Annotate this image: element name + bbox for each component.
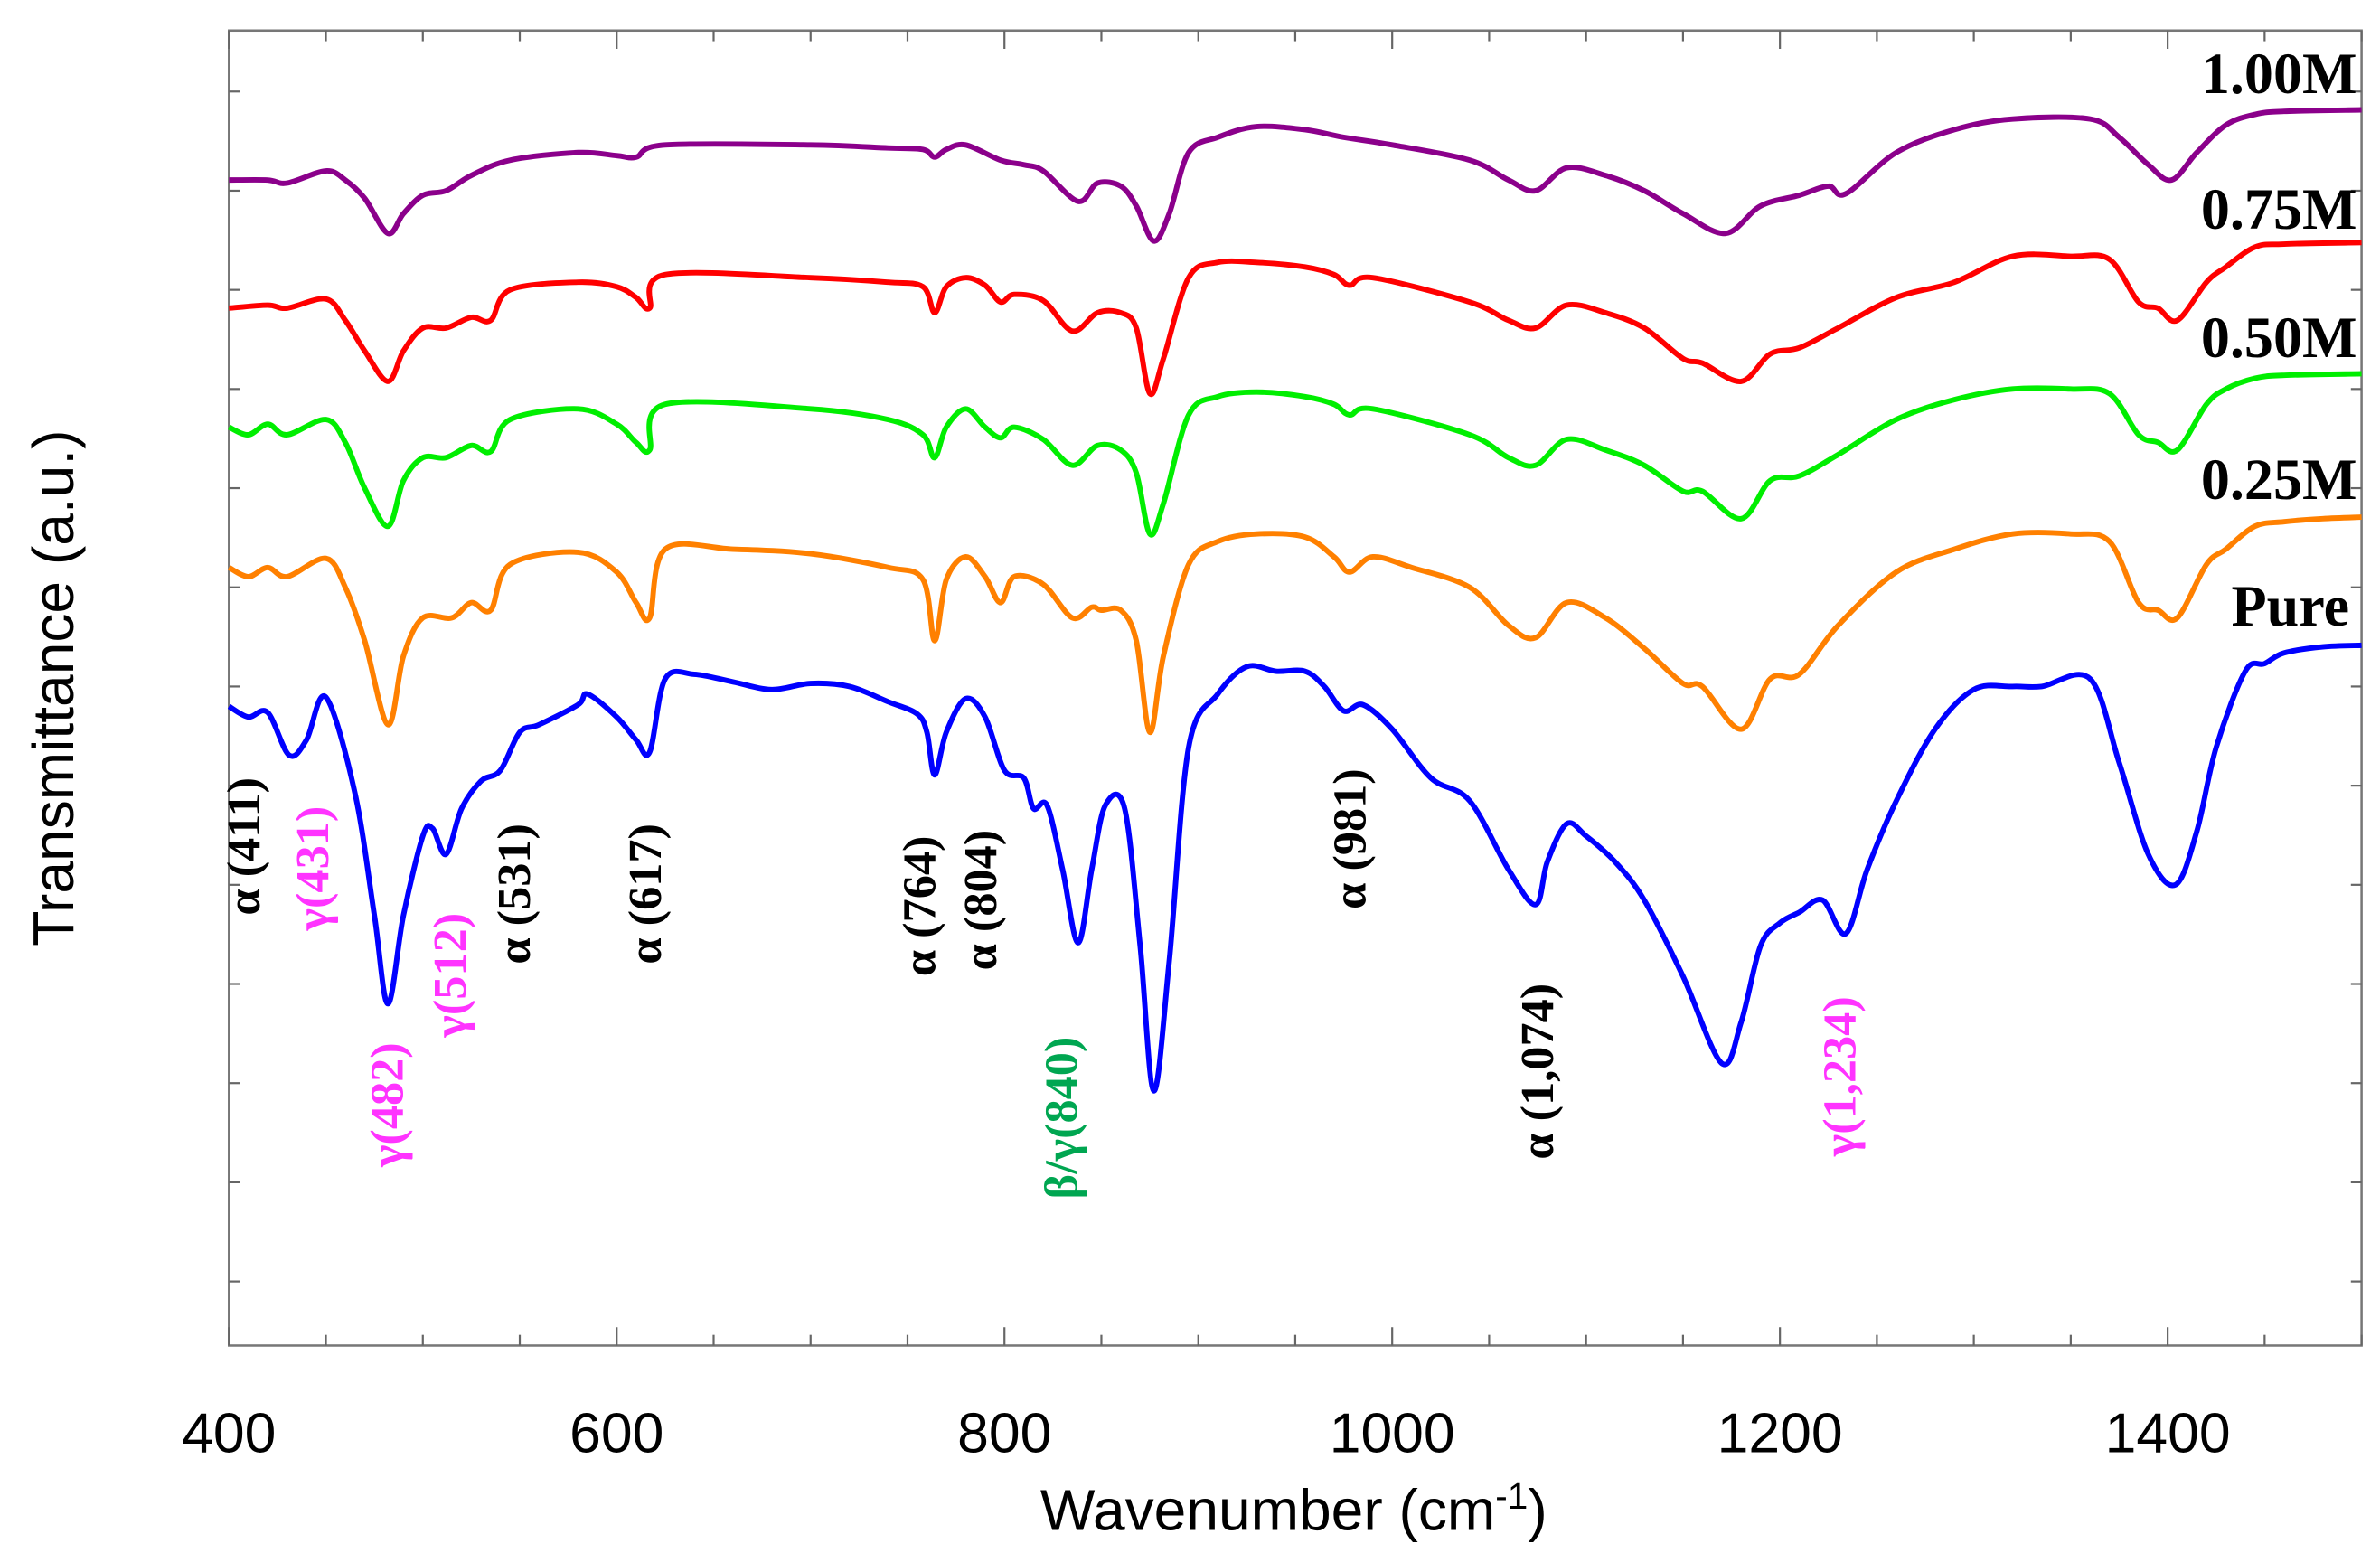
x-tick-label: 400 [182, 1402, 276, 1465]
peak-annotation: α (617) [619, 824, 672, 965]
series-line-Pure [227, 642, 2362, 1094]
peak-annotations: α (411) γ(431) γ(482)γ(512)α (531) α (617) α… [218, 768, 1866, 1199]
series-label-0_50M: 0.50M [2201, 306, 2357, 370]
x-tick-label: 1000 [1330, 1402, 1455, 1465]
axis-ticks [228, 30, 2363, 1346]
peak-annotation: α (1,074) [1511, 984, 1564, 1160]
peak-annotation: α (981) [1324, 768, 1377, 909]
series-label-1_00M: 1.00M [2201, 42, 2357, 106]
y-axis-title: Transmittance (a.u.) [21, 430, 86, 946]
x-tick-label: 1200 [1717, 1402, 1843, 1465]
series-line-1_00M [229, 107, 2362, 244]
series-line-0_50M [228, 371, 2362, 538]
x-tick-labels: 400 600 800 1000 1200 1400 [182, 1402, 2230, 1465]
x-tick-label: 1400 [2105, 1402, 2231, 1465]
x-tick-label: 800 [957, 1402, 1051, 1465]
series-label-Pure: Pure [2232, 574, 2350, 638]
peak-annotation: γ(431) [287, 806, 339, 932]
x-axis-title: Wavenumber (cm-1) [1040, 1475, 1547, 1543]
peak-annotation: α (804) [955, 830, 1007, 971]
peak-annotation: γ(1,234) [1813, 996, 1866, 1157]
peak-annotation: β/γ(840) [1036, 1037, 1088, 1200]
peak-annotation: α (411) [218, 777, 270, 916]
spectra [227, 107, 2362, 1094]
peak-annotation: γ(482) [362, 1042, 414, 1168]
peak-annotation: α (531) [488, 824, 541, 965]
peak-annotation: γ(512) [424, 913, 476, 1039]
x-tick-label: 600 [569, 1402, 663, 1465]
series-labels: Pure 0.25M 0.50M 0.75M 1.00M [2201, 42, 2357, 638]
series-line-0_25M [227, 514, 2362, 736]
peak-annotation: α (764) [894, 836, 946, 977]
series-label-0_75M: 0.75M [2201, 177, 2357, 241]
series-line-0_75M [229, 240, 2362, 398]
series-label-0_25M: 0.25M [2201, 447, 2357, 512]
